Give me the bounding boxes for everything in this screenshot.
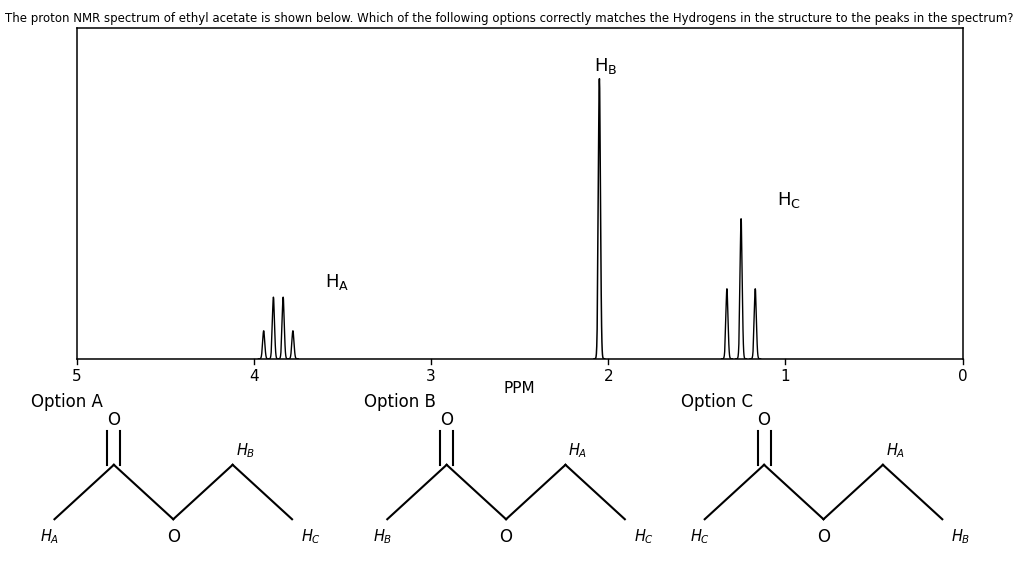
Text: PPM: PPM xyxy=(504,381,536,397)
Text: O: O xyxy=(817,528,830,546)
Text: $H_A$: $H_A$ xyxy=(40,527,59,546)
Text: $\mathregular{H_B}$: $\mathregular{H_B}$ xyxy=(594,56,617,76)
Text: $H_B$: $H_B$ xyxy=(373,527,392,546)
Text: $H_A$: $H_A$ xyxy=(886,441,905,460)
Text: Option B: Option B xyxy=(364,393,435,411)
Text: O: O xyxy=(758,411,771,429)
Text: O: O xyxy=(500,528,513,546)
Text: The proton NMR spectrum of ethyl acetate is shown below. Which of the following : The proton NMR spectrum of ethyl acetate… xyxy=(5,12,1014,25)
Text: 1: 1 xyxy=(780,369,791,384)
Text: $H_C$: $H_C$ xyxy=(634,527,654,546)
Text: 4: 4 xyxy=(249,369,259,384)
Text: O: O xyxy=(108,411,121,429)
Text: O: O xyxy=(167,528,180,546)
Text: Option C: Option C xyxy=(681,393,753,411)
Text: $H_B$: $H_B$ xyxy=(951,527,971,546)
Text: $H_B$: $H_B$ xyxy=(236,441,255,460)
Text: 2: 2 xyxy=(603,369,613,384)
Text: 3: 3 xyxy=(426,369,436,384)
Text: O: O xyxy=(440,411,454,429)
Text: $H_C$: $H_C$ xyxy=(301,527,322,546)
Text: $\mathregular{H_C}$: $\mathregular{H_C}$ xyxy=(776,190,801,210)
Text: $\mathregular{H_A}$: $\mathregular{H_A}$ xyxy=(325,272,349,292)
Text: $H_C$: $H_C$ xyxy=(690,527,711,546)
Text: 5: 5 xyxy=(72,369,82,384)
Text: $H_A$: $H_A$ xyxy=(568,441,588,460)
Text: Option A: Option A xyxy=(31,393,102,411)
Text: 0: 0 xyxy=(957,369,968,384)
